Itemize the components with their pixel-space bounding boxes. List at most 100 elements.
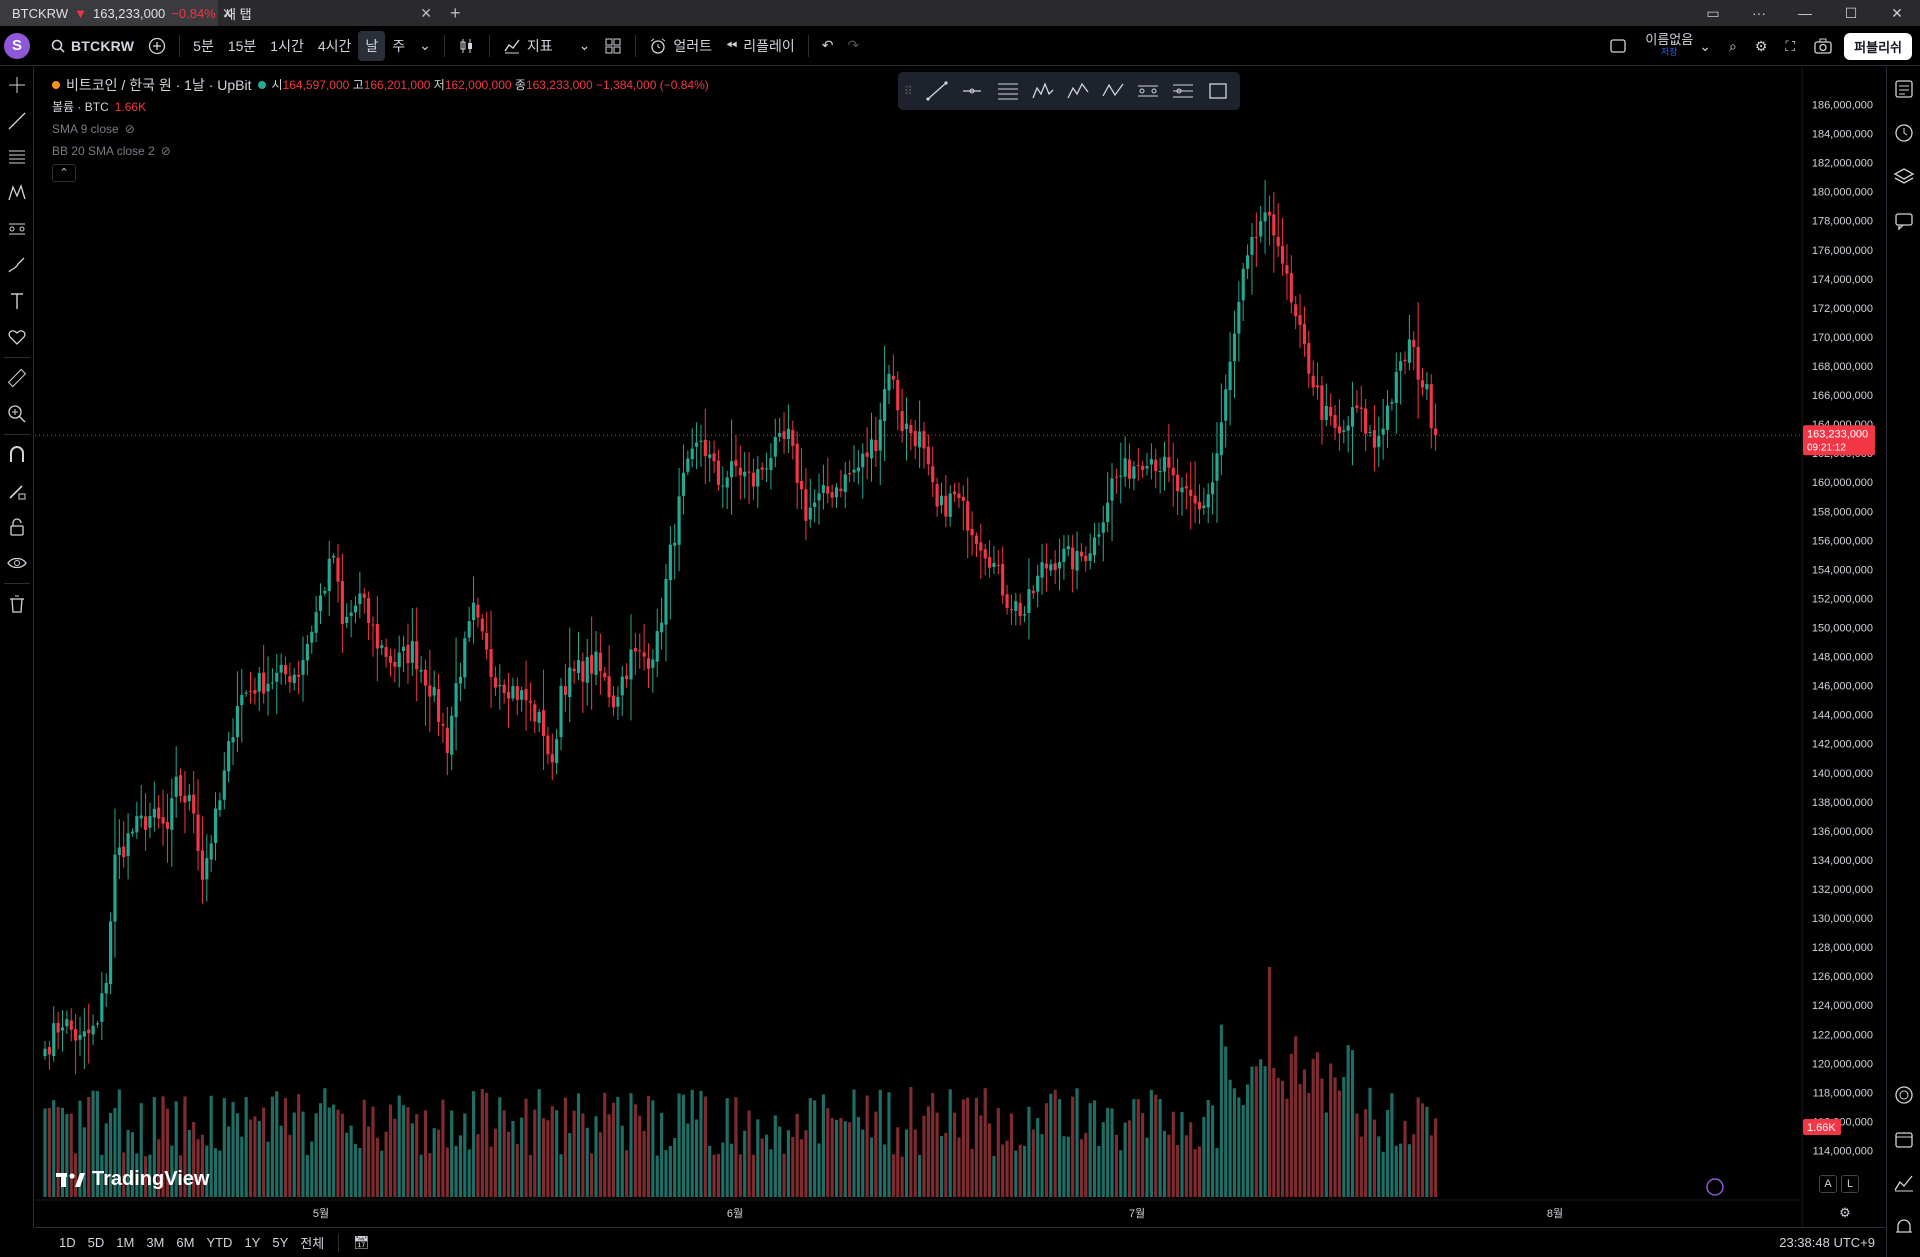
- chat-button[interactable]: [1887, 199, 1920, 243]
- legend-bb[interactable]: BB 20 SMA close 2 ⊘: [52, 140, 709, 162]
- goto-date-button[interactable]: 📅︎: [347, 1235, 376, 1251]
- layout-icon[interactable]: ▭: [1706, 4, 1720, 21]
- minimize-icon[interactable]: —: [1798, 5, 1812, 21]
- interval-15m[interactable]: 15분: [227, 37, 257, 54]
- range-1d[interactable]: 1D: [59, 1235, 76, 1250]
- fib-tool[interactable]: [0, 139, 34, 175]
- draw-horizontal-ray[interactable]: [957, 76, 988, 106]
- price-axis[interactable]: 186,000,000 184,000,000 182,000,000 180,000…: [1801, 67, 1875, 1227]
- draw-trendline[interactable]: [922, 76, 953, 106]
- volume-bar: [848, 1122, 852, 1197]
- avatar[interactable]: S: [4, 32, 30, 59]
- layers-button[interactable]: [1887, 155, 1920, 199]
- measure-tool[interactable]: [0, 360, 34, 396]
- interval-1d[interactable]: 날: [358, 30, 386, 61]
- interval-4h[interactable]: 4시간: [317, 37, 352, 54]
- forecast-tool[interactable]: [0, 211, 34, 247]
- draw-elliott[interactable]: [1062, 76, 1093, 106]
- eye-slash-icon[interactable]: ⊘: [124, 122, 135, 136]
- candle-body: [1355, 405, 1359, 408]
- range-1m[interactable]: 1M: [116, 1235, 135, 1250]
- text-tool[interactable]: [0, 283, 34, 319]
- stay-drawing-tool[interactable]: [0, 473, 34, 509]
- target-button[interactable]: [1887, 1073, 1920, 1117]
- publish-button[interactable]: 퍼블리쉬: [1844, 32, 1912, 60]
- icon-tool[interactable]: [0, 319, 34, 355]
- tradingview-logo[interactable]: TradingView: [56, 1168, 209, 1191]
- drag-handle-icon[interactable]: ⠿: [904, 84, 913, 98]
- snapshot-button[interactable]: [1806, 31, 1840, 61]
- eye-slash-icon[interactable]: ⊘: [160, 144, 171, 158]
- tab-btckrw[interactable]: BTCKRW ▼ 163,233,000 −0.84% ✕: [0, 0, 233, 26]
- legend-collapse-button[interactable]: ⌃: [52, 164, 76, 182]
- draw-abcd[interactable]: [1097, 76, 1128, 106]
- draw-fib[interactable]: [992, 76, 1023, 106]
- compare-button[interactable]: [141, 31, 173, 61]
- auto-scale-button[interactable]: A: [1819, 1175, 1837, 1193]
- fullscreen-button[interactable]: ⛶: [1778, 31, 1802, 61]
- calendar-button[interactable]: [1887, 1117, 1920, 1161]
- zoom-tool[interactable]: [0, 396, 34, 432]
- more-icon[interactable]: ···: [1752, 5, 1766, 21]
- range-ytd[interactable]: YTD: [206, 1235, 233, 1250]
- layout-name-button[interactable]: 이름없음 저장 ⌄: [1638, 31, 1718, 61]
- interval-1h[interactable]: 1시간: [270, 37, 304, 54]
- time-axis[interactable]: 5월6월7월8월9월10월11월: [35, 1199, 1885, 1220]
- crosshair-tool[interactable]: [0, 67, 34, 103]
- chart-settings-icon[interactable]: ⚙: [1839, 1206, 1851, 1221]
- price-chart[interactable]: 186,000,000 184,000,000 182,000,000 180,000…: [35, 67, 1885, 1227]
- trend-line-tool[interactable]: [0, 103, 34, 139]
- interval-dropdown[interactable]: ⌄: [412, 31, 438, 61]
- candle-body: [1145, 466, 1149, 469]
- legend-title[interactable]: 비트코인 / 한국 원 · 1날 · UpBit: [66, 77, 252, 93]
- draw-pattern[interactable]: [1027, 76, 1058, 106]
- window-close-icon[interactable]: ✕: [1891, 4, 1903, 21]
- quick-search-button[interactable]: ⌕: [1722, 31, 1744, 61]
- notifications-button[interactable]: [1887, 1205, 1920, 1249]
- range-5y[interactable]: 5Y: [272, 1235, 289, 1250]
- candle-body: [550, 754, 554, 763]
- chart-pane[interactable]: 186,000,000 184,000,000 182,000,000 180,000…: [35, 67, 1885, 1227]
- draw-projection[interactable]: [1168, 76, 1199, 106]
- replay-button[interactable]: ⏪︎ 리플레이: [719, 31, 802, 61]
- lightning-icon[interactable]: [1706, 1178, 1724, 1196]
- range-3m[interactable]: 3M: [146, 1235, 165, 1250]
- tab-new[interactable]: 새 탭 ✕: [218, 0, 442, 26]
- watchlist-button[interactable]: [1887, 67, 1920, 111]
- undo-button[interactable]: ↶: [815, 31, 841, 61]
- alert-button[interactable]: 얼러트: [642, 31, 719, 61]
- log-scale-button[interactable]: L: [1841, 1175, 1859, 1193]
- interval-1w[interactable]: 주: [392, 37, 406, 54]
- candle-body: [135, 816, 139, 833]
- remove-tool[interactable]: [0, 586, 34, 622]
- symbol-search-button[interactable]: BTCKRW: [44, 31, 141, 61]
- magnet-tool[interactable]: [0, 437, 34, 473]
- clock[interactable]: 23:38:48 UTC+9: [1779, 1235, 1875, 1250]
- pattern-tool[interactable]: [0, 175, 34, 211]
- legend-volume[interactable]: 볼륨 · BTC 1.66K: [52, 96, 709, 118]
- layout-checkbox[interactable]: [1602, 31, 1634, 61]
- range-1y[interactable]: 1Y: [244, 1235, 261, 1250]
- brush-tool[interactable]: [0, 247, 34, 283]
- maximize-icon[interactable]: ☐: [1844, 4, 1858, 21]
- legend-sma[interactable]: SMA 9 close ⊘: [52, 118, 709, 140]
- close-icon[interactable]: ✕: [221, 4, 234, 21]
- hide-tool[interactable]: [0, 545, 34, 581]
- interval-5m[interactable]: 5분: [193, 37, 214, 54]
- lock-tool[interactable]: [0, 509, 34, 545]
- indicators-button[interactable]: 지표 ⌄: [496, 31, 598, 61]
- apps-button[interactable]: [1887, 1249, 1920, 1257]
- templates-button[interactable]: [597, 31, 629, 61]
- chart-type-button[interactable]: [451, 31, 483, 61]
- range-6m[interactable]: 6M: [176, 1235, 195, 1250]
- redo-button[interactable]: ↷: [841, 31, 867, 61]
- settings-button[interactable]: ⚙: [1748, 31, 1775, 61]
- new-tab-plus-icon[interactable]: +: [450, 2, 461, 23]
- draw-parallel-channel[interactable]: [1133, 76, 1164, 106]
- alerts-panel-button[interactable]: [1887, 111, 1920, 155]
- ideas-button[interactable]: [1887, 1161, 1920, 1205]
- range-5d[interactable]: 5D: [87, 1235, 105, 1250]
- close-icon[interactable]: ✕: [420, 4, 432, 21]
- draw-rectangle[interactable]: [1203, 76, 1234, 106]
- range-all[interactable]: 전체: [300, 1236, 325, 1251]
